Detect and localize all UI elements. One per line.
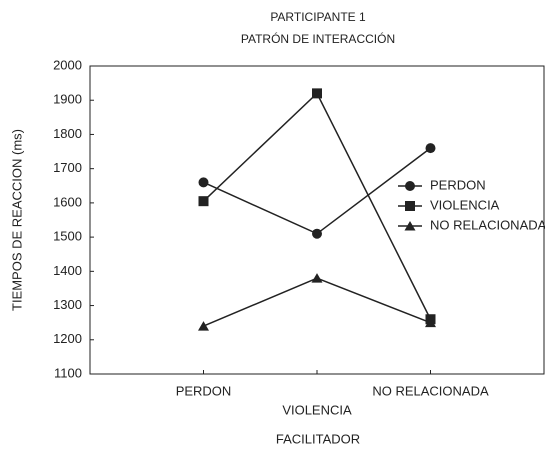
data-point <box>198 196 209 207</box>
legend-marker <box>405 181 415 191</box>
x-tick-label: NO RELACIONADA <box>372 383 489 398</box>
legend-marker <box>405 201 415 211</box>
legend-marker <box>404 221 416 231</box>
y-tick-label: 2000 <box>53 57 82 72</box>
series-line <box>202 92 432 320</box>
y-tick-label: 1200 <box>53 331 82 346</box>
data-point <box>312 88 322 99</box>
y-tick-label: 1800 <box>53 126 82 141</box>
chart-title: PARTICIPANTE 1 <box>270 10 366 24</box>
y-tick-label: 1100 <box>54 365 82 380</box>
chart-subtitle: PATRÓN DE INTERACCIÓN <box>241 31 395 46</box>
x-tick-label: PERDON <box>176 383 232 398</box>
y-tick-label: 1500 <box>53 229 82 244</box>
legend-label: PERDON <box>430 177 486 192</box>
data-point <box>311 273 323 283</box>
y-tick-label: 1700 <box>53 160 82 175</box>
y-tick-label: 1300 <box>53 297 82 312</box>
y-tick-label: 1400 <box>53 263 82 278</box>
data-point <box>425 317 436 328</box>
data-point <box>198 321 209 331</box>
legend-label: NO RELACIONADA <box>430 217 545 232</box>
data-point <box>425 143 436 154</box>
series-line <box>203 277 431 327</box>
x-axis-label: FACILITADOR <box>276 431 360 446</box>
legend-label: VIOLENCIA <box>430 197 500 212</box>
series-line <box>203 147 431 235</box>
data-point <box>198 177 209 188</box>
y-tick-label: 1600 <box>53 194 82 209</box>
x-tick-label: VIOLENCIA <box>282 402 352 417</box>
data-point <box>312 228 322 239</box>
y-tick-label: 1900 <box>53 92 82 107</box>
y-axis-label: TIEMPOS DE REACCION (ms) <box>9 129 24 311</box>
